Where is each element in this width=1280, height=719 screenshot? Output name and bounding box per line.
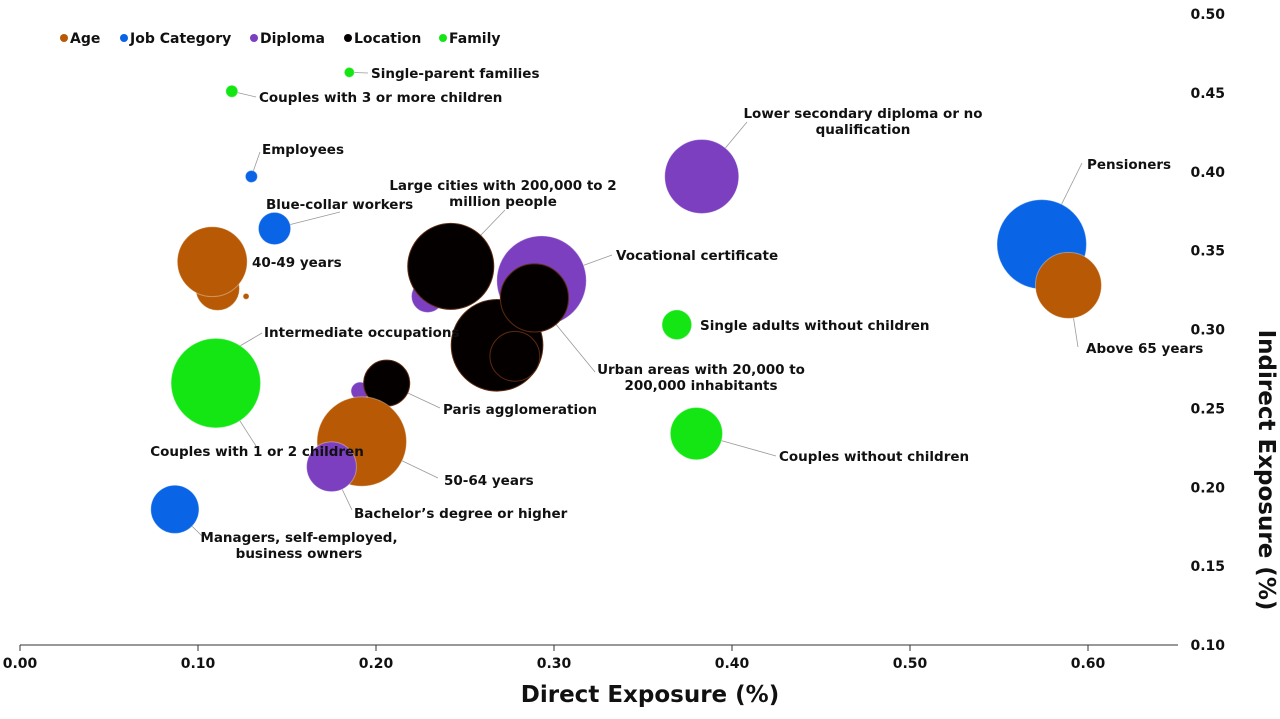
bubble-lower-secondary-diploma-or-no-qualification[interactable] [664, 138, 740, 214]
x-tick-label: 0.10 [181, 656, 216, 672]
bubble-large-cities-with-200-000-to-2-million-people[interactable] [407, 222, 495, 310]
x-tick-label: 0.30 [537, 656, 572, 672]
point-label-large-cities-with-200-000-to-2-million-people: Large cities with 200,000 to 2 million pe… [389, 178, 616, 210]
legend-label[interactable]: Diploma [260, 31, 325, 47]
bubble-single-adults-without-children[interactable] [661, 309, 693, 341]
point-label-paris-agglomeration: Paris agglomeration [443, 402, 597, 418]
bubble-single-parent-families[interactable] [343, 66, 355, 78]
y-axis-ticks: 0.10 0.15 0.20 0.25 0.30 0.35 0.40 0.45 0.50 [1190, 7, 1225, 654]
legend-label[interactable]: Location [354, 31, 421, 47]
bubble-40-49-years[interactable] [176, 226, 248, 298]
y-tick-label: 0.45 [1190, 86, 1225, 102]
legend-marker-job-category [120, 34, 128, 42]
y-tick-label: 0.10 [1190, 638, 1225, 654]
y-tick-label: 0.15 [1190, 559, 1225, 575]
x-axis-ticks: 0.00 0.10 0.20 0.30 0.40 0.50 0.60 [3, 645, 1106, 672]
legend-marker-family [439, 34, 447, 42]
bubble-age[interactable] [242, 292, 250, 300]
point-label-intermediate-occupations: Intermediate occupations [264, 325, 460, 341]
point-label-couples-without-children: Couples without children [779, 449, 969, 465]
point-label-couples-with-3-or-more-children: Couples with 3 or more children [259, 90, 502, 106]
point-label-single-parent-families: Single-parent families [371, 66, 540, 82]
y-tick-label: 0.30 [1190, 323, 1225, 339]
legend-label[interactable]: Family [449, 31, 501, 47]
point-label-vocational-certificate: Vocational certificate [616, 248, 778, 264]
legend-label[interactable]: Job Category [129, 31, 231, 47]
bubble-bachelor-s-degree-or-higher[interactable] [306, 441, 357, 493]
point-label-couples-with-1-or-2-children: Couples with 1 or 2 children [150, 444, 364, 460]
bubble-location[interactable] [489, 330, 541, 382]
point-label-employees: Employees [262, 142, 344, 158]
point-label-40-49-years: 40-49 years [252, 255, 342, 271]
x-tick-label: 0.40 [715, 656, 750, 672]
point-label-bachelor-s-degree-or-higher: Bachelor’s degree or higher [354, 506, 568, 522]
point-label-above-65-years: Above 65 years [1086, 341, 1203, 357]
y-tick-label: 0.20 [1190, 480, 1225, 496]
legend-marker-diploma [250, 34, 258, 42]
x-tick-label: 0.60 [1071, 656, 1106, 672]
point-label-managers-self-employed-business-owners: Managers, self-employed, business owners [200, 530, 397, 562]
y-tick-label: 0.35 [1190, 244, 1225, 260]
point-label-pensioners: Pensioners [1087, 157, 1171, 173]
bubble-couples-without-children[interactable] [669, 407, 723, 461]
x-tick-label: 0.20 [359, 656, 394, 672]
y-tick-label: 0.50 [1190, 7, 1225, 23]
legend-marker-location [344, 34, 352, 42]
bubbles [150, 66, 1102, 534]
legend-marker-age [60, 34, 68, 42]
bubble-couples-with-1-or-2-children[interactable] [170, 337, 262, 429]
x-axis-title: Direct Exposure (%) [521, 682, 779, 708]
y-axis-title: Indirect Exposure (%) [1253, 330, 1279, 611]
bubble-urban-areas-with-20-000-to-200-000-inhabitants[interactable] [499, 263, 569, 333]
point-label-blue-collar-workers: Blue-collar workers [266, 197, 413, 213]
point-label-lower-secondary-diploma-or-no-qualification: Lower secondary diploma or no qualificati… [743, 106, 982, 138]
point-label-single-adults-without-children: Single adults without children [700, 318, 929, 334]
legend: Age Job Category Diploma Location Family [60, 31, 501, 47]
bubble-couples-with-3-or-more-children[interactable] [225, 84, 239, 98]
x-tick-label: 0.50 [893, 656, 928, 672]
bubble-employees[interactable] [244, 169, 258, 183]
point-label-50-64-years: 50-64 years [444, 473, 534, 489]
point-labels: Intermediate occupations Couples with 1 o… [150, 66, 1203, 562]
point-label-urban-areas-with-20-000-to-200-000-inhabitants: Urban areas with 20,000 to 200,000 inhabi… [597, 362, 805, 394]
bubble-above-65-years[interactable] [1034, 251, 1102, 319]
y-tick-label: 0.40 [1190, 165, 1225, 181]
legend-label[interactable]: Age [70, 31, 100, 47]
x-tick-label: 0.00 [3, 656, 38, 672]
bubble-managers-self-employed-business-owners[interactable] [150, 484, 200, 534]
bubble-blue-collar-workers[interactable] [257, 211, 292, 246]
y-tick-label: 0.25 [1190, 401, 1225, 417]
